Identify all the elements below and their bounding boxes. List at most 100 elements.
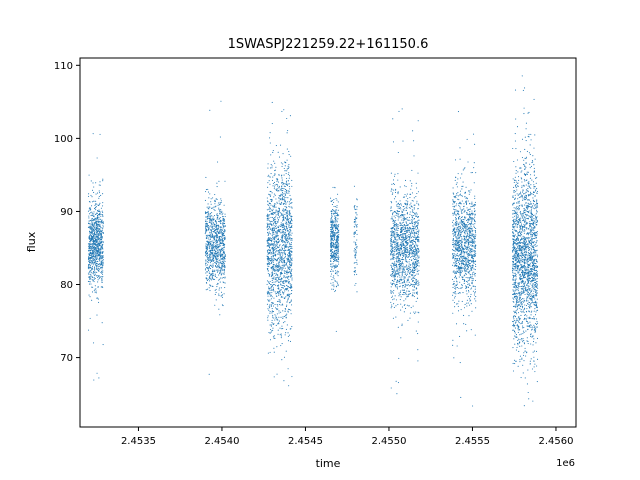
data-point <box>272 285 274 287</box>
data-point <box>353 233 355 235</box>
data-point <box>284 165 286 167</box>
data-point <box>217 248 219 250</box>
data-point <box>216 236 218 238</box>
data-point <box>92 227 94 229</box>
data-point <box>222 305 224 307</box>
data-point <box>281 201 283 204</box>
data-point <box>408 266 411 268</box>
data-point <box>399 186 401 188</box>
data-point <box>208 227 210 229</box>
data-point <box>272 265 274 267</box>
data-point <box>276 232 278 234</box>
data-point <box>398 250 400 252</box>
data-point <box>271 224 273 226</box>
data-point <box>354 284 356 286</box>
data-point <box>271 262 273 264</box>
data-point <box>356 259 358 261</box>
data-point <box>401 227 403 229</box>
data-point <box>213 219 215 221</box>
data-point <box>284 227 286 229</box>
data-point <box>273 175 275 177</box>
data-point <box>90 283 92 285</box>
data-point <box>330 243 333 245</box>
data-point <box>400 258 402 260</box>
data-point <box>89 250 91 252</box>
data-point <box>288 183 290 185</box>
data-point <box>274 266 276 268</box>
data-point <box>268 281 270 283</box>
data-point <box>287 165 289 167</box>
data-point <box>331 279 333 281</box>
data-point <box>415 195 417 198</box>
data-point <box>205 189 207 191</box>
data-point <box>394 228 396 230</box>
data-point <box>273 258 276 260</box>
data-point <box>97 210 99 212</box>
data-point <box>276 235 278 237</box>
data-point <box>99 133 101 135</box>
data-point <box>289 214 291 216</box>
data-point <box>272 247 274 249</box>
data-point <box>95 193 97 195</box>
data-point <box>282 203 284 205</box>
data-point <box>338 261 340 263</box>
data-point <box>286 213 288 215</box>
data-point <box>392 241 394 243</box>
data-point <box>267 261 269 263</box>
data-point <box>282 187 284 190</box>
data-point <box>287 173 289 176</box>
data-point <box>214 262 216 264</box>
data-point <box>331 219 333 221</box>
data-point <box>394 246 396 248</box>
data-point <box>285 279 287 282</box>
data-point <box>210 243 212 245</box>
data-point <box>93 278 95 281</box>
data-point <box>92 236 94 239</box>
data-point <box>275 253 277 255</box>
data-point <box>270 213 272 215</box>
data-point <box>289 256 291 258</box>
data-point <box>400 303 402 305</box>
data-point <box>330 221 332 224</box>
data-point <box>95 243 97 245</box>
data-point <box>410 271 412 273</box>
data-point <box>390 172 392 174</box>
data-point <box>90 239 92 241</box>
data-point <box>102 232 104 234</box>
data-point <box>399 206 401 209</box>
data-point <box>92 239 94 241</box>
data-point <box>273 206 275 208</box>
data-point <box>95 249 97 251</box>
data-point <box>390 242 392 244</box>
data-point <box>354 254 356 256</box>
data-point <box>336 215 338 217</box>
data-point <box>221 258 224 260</box>
data-point <box>89 228 91 230</box>
data-point <box>287 219 289 221</box>
data-point <box>288 252 290 255</box>
data-point <box>281 179 283 181</box>
data-point <box>271 210 273 212</box>
data-point <box>273 273 275 275</box>
data-point <box>279 292 281 294</box>
data-point <box>335 242 337 244</box>
data-point <box>395 284 397 286</box>
data-point <box>286 227 288 229</box>
data-point <box>283 215 285 217</box>
data-point <box>223 250 225 252</box>
data-point <box>392 218 394 220</box>
data-point <box>275 209 277 211</box>
data-point <box>402 253 404 255</box>
data-point <box>88 260 90 262</box>
data-point <box>286 258 288 260</box>
data-point <box>353 221 355 223</box>
data-point <box>417 333 419 335</box>
data-point <box>288 177 290 179</box>
data-point <box>215 299 217 301</box>
data-point <box>405 271 407 273</box>
data-point <box>216 239 218 242</box>
data-point <box>354 219 356 221</box>
data-point <box>356 214 358 216</box>
data-point <box>412 244 414 246</box>
data-point <box>212 256 214 258</box>
